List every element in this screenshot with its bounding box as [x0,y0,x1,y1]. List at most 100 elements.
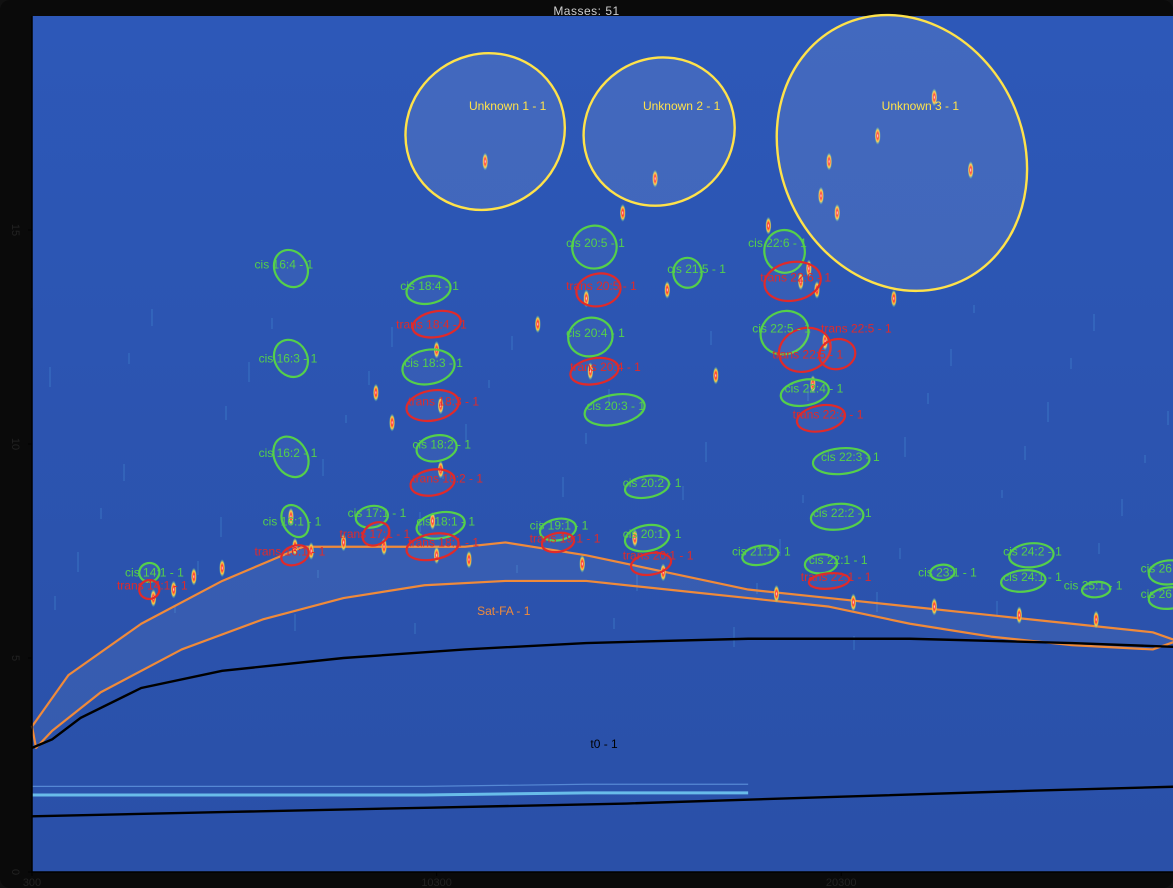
t0-lower-boundary [31,785,1173,818]
peak-38 [482,152,489,171]
peak-31 [826,152,833,171]
peak-12 [773,584,780,603]
label-trans-20-5-1-23: trans 20:5 - 1 [566,279,637,293]
region-trans-22-6-1 [763,260,822,303]
region-cis-23-1-1 [929,563,956,582]
region-cis-22-4-1 [779,378,830,408]
peak-2 [190,567,197,586]
peak-33 [874,126,881,145]
label-cis-26-2-1-47: cis 26:2 - 1 [1141,561,1173,575]
label-cis-16-4-1-3: cis 16:4 - 1 [255,258,314,272]
region-cis-24-2-1 [1008,542,1055,569]
peak-41 [389,413,396,432]
peak-35 [967,161,974,180]
peak-1 [170,580,177,599]
peak-34 [931,88,938,107]
region-cis-16-1-1 [280,503,310,539]
peak-9 [465,550,472,569]
region-trans-16-1-1 [280,544,310,567]
y-tick-label-0: 0 [9,869,21,875]
region-cis-20-1-1 [623,523,671,553]
region-unknown-2-1 [582,56,736,207]
region-trans-18-4-1 [411,309,462,339]
label-trans-14-1-1-19: trans 14:1 - 1 [117,579,188,593]
peak-24 [631,529,638,548]
peak-16 [1093,610,1100,629]
region-trans-20-4-1 [569,356,620,386]
region-unknown-1-1 [404,52,567,212]
region-trans-14-1-1 [138,578,161,601]
label-cis-20-2-1-27: cis 20:2 - 1 [623,476,682,490]
peak-30 [834,203,841,222]
peak-39 [619,203,626,222]
region-cis-20-5-1 [571,224,618,270]
region-cis-26-2-1 [1147,559,1173,586]
region-cis-22-3-1 [811,446,871,476]
label-unknown-1-1-0: Unknown 1 - 1 [469,99,547,113]
region-trans-20-1-1 [629,551,673,577]
label-trans-22-6-1-33: trans 22:6 - 1 [760,270,831,284]
region-cis-24-1-1 [1000,569,1047,593]
peak-18 [429,512,436,531]
peak-43 [534,315,541,334]
label-cis-18-4-1-8: cis 18:4 - 1 [400,279,459,293]
label-trans-18-3-1-11: trans 18:3 - 1 [408,394,479,408]
peak-42 [372,383,379,402]
label-cis-16-2-1-5: cis 16:2 - 1 [259,446,318,460]
peak-15 [1016,606,1023,625]
label-trans-22-1-1-42: trans 22:1 - 1 [801,570,872,584]
region-trans-18-2-1 [409,468,456,497]
peak-6 [340,533,347,552]
y-tick-label-5: 5 [9,655,21,661]
x-tick-label-10300: 10300 [421,877,452,888]
region-unknown-3-1 [775,13,1029,293]
region-cis-14-1-1 [138,561,161,583]
region-cis-16-4-1 [272,248,310,289]
t0-upper-boundary [31,637,1173,749]
peak-10 [579,554,586,573]
label-cis-20-1-1-28: cis 20:1 - 1 [623,527,682,541]
peak-32 [817,186,824,205]
region-cis-16-3-1 [272,338,310,379]
region-cis-25-1-1 [1080,580,1112,599]
region-cis-18-4-1 [405,274,452,306]
label-cis-16-1-1-6: cis 16:1 - 1 [263,514,322,528]
label-cis-20-4-1-24: cis 20:4 - 1 [566,326,625,340]
label-trans-20-1-1-29: trans 20:1 - 1 [623,549,694,563]
label-cis-14-1-1-18: cis 14:1 - 1 [125,566,184,580]
region-cis-18-1-1 [415,510,466,540]
chart-title: Masses: 51 [553,4,620,18]
region-trans-22-5b-1 [817,337,857,371]
region-cis-22-2-1 [809,502,865,531]
label-cis-25-1-1-46: cis 25:1 - 1 [1064,579,1123,593]
label-cis-20-5-1-22: cis 20:5 - 1 [566,236,625,250]
x-tick-label-300: 300 [23,877,41,888]
peak-45 [890,289,897,308]
label-cis-18-2-1-12: cis 18:2 - 1 [412,437,471,451]
region-trans-20-5-1 [575,272,622,308]
label-cis-22-2-1-40: cis 22:2 - 1 [813,506,872,520]
solvent-band-upper [32,783,749,788]
label-cis-21-5-1-30: cis 21:5 - 1 [667,262,726,276]
x-tick-label-20300: 20300 [826,877,857,888]
label-cis-22-6-1-32: cis 22:6 - 1 [748,236,807,250]
label-cis-26-1-1-48: cis 26:1 - 1 [1141,587,1173,601]
peak-23 [587,362,594,381]
peak-13 [850,593,857,612]
region-trans-22-1-1 [807,571,851,590]
region-trans-18-3-1 [405,388,460,423]
region-cis-18-2-1 [415,434,458,463]
region-trans-18-1-1 [405,532,460,562]
peak-25 [797,272,804,291]
label-cis-18-1-1-14: cis 18:1 - 1 [416,514,475,528]
label-trans-17-1-1-17: trans 17:1 - 1 [340,527,411,541]
peak-40 [664,280,671,299]
label-trans-18-4-1-9: trans 18:4 - 1 [396,317,467,331]
solvent-band [32,791,749,797]
region-sat-fa [30,541,1173,749]
label-cis-22-5-1-34: cis 22:5 - 1 [752,322,811,336]
peak-20 [437,396,444,415]
region-trans-19-1-1 [540,531,576,554]
region-cis-21-1-1 [741,544,780,567]
